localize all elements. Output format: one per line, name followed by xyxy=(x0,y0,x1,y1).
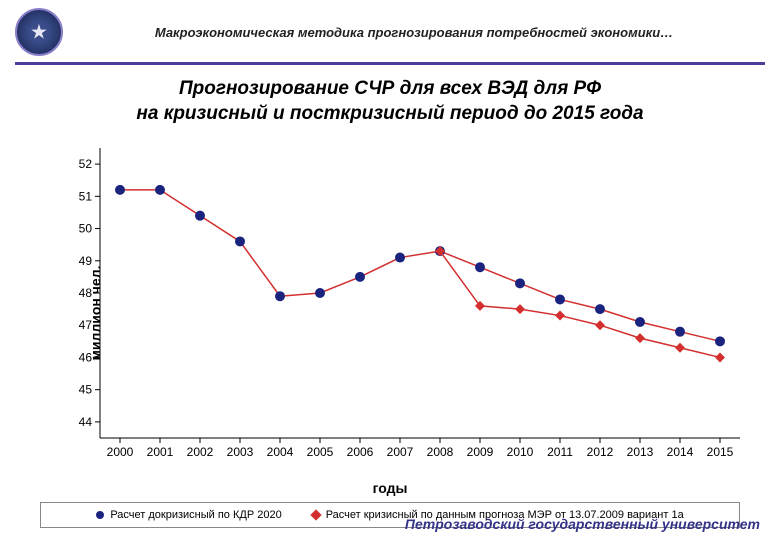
svg-text:2015: 2015 xyxy=(707,445,734,459)
svg-text:2000: 2000 xyxy=(107,445,134,459)
title-line2: на кризисный и посткризисный период до 2… xyxy=(136,103,643,124)
svg-text:2005: 2005 xyxy=(307,445,334,459)
svg-text:2006: 2006 xyxy=(347,445,374,459)
svg-text:2007: 2007 xyxy=(387,445,414,459)
svg-text:2003: 2003 xyxy=(227,445,254,459)
svg-text:47: 47 xyxy=(79,319,93,333)
header-subtitle: Макроэкономическая методика прогнозирова… xyxy=(63,25,765,40)
svg-text:49: 49 xyxy=(79,254,93,268)
svg-text:51: 51 xyxy=(79,190,93,204)
svg-text:2011: 2011 xyxy=(547,445,573,459)
svg-text:2010: 2010 xyxy=(507,445,534,459)
footer-text: Петрозаводский государственный университ… xyxy=(405,516,760,532)
svg-text:2002: 2002 xyxy=(187,445,214,459)
svg-text:2009: 2009 xyxy=(467,445,494,459)
svg-text:2014: 2014 xyxy=(667,445,694,459)
svg-text:45: 45 xyxy=(79,383,93,397)
legend-diamond-icon xyxy=(310,510,321,521)
svg-text:2012: 2012 xyxy=(587,445,614,459)
chart: миллион чел. 444546474849505152200020012… xyxy=(40,138,740,488)
page-title: Прогнозирование СЧР для всех ВЭД для РФ … xyxy=(0,73,780,138)
header: Макроэкономическая методика прогнозирова… xyxy=(0,0,780,60)
svg-text:48: 48 xyxy=(79,286,93,300)
svg-text:50: 50 xyxy=(79,222,93,236)
svg-text:46: 46 xyxy=(79,351,93,365)
title-line1: Прогнозирование СЧР для всех ВЭД для РФ xyxy=(179,78,601,99)
svg-text:2001: 2001 xyxy=(147,445,174,459)
svg-text:2004: 2004 xyxy=(267,445,294,459)
legend-label: Расчет докризисный по КДР 2020 xyxy=(110,509,281,521)
header-divider xyxy=(15,62,765,65)
svg-text:52: 52 xyxy=(79,157,93,171)
chart-svg: 44 45 46 47 48 49 50 51 52 2000 2001 2002 2003 2004 20… xyxy=(40,138,740,468)
svg-text:2013: 2013 xyxy=(627,445,654,459)
svg-text:44: 44 xyxy=(79,415,93,429)
logo-icon xyxy=(15,8,63,56)
svg-text:2008: 2008 xyxy=(427,445,454,459)
legend-marker-icon xyxy=(96,511,104,519)
legend-item: Расчет докризисный по КДР 2020 xyxy=(96,509,281,521)
